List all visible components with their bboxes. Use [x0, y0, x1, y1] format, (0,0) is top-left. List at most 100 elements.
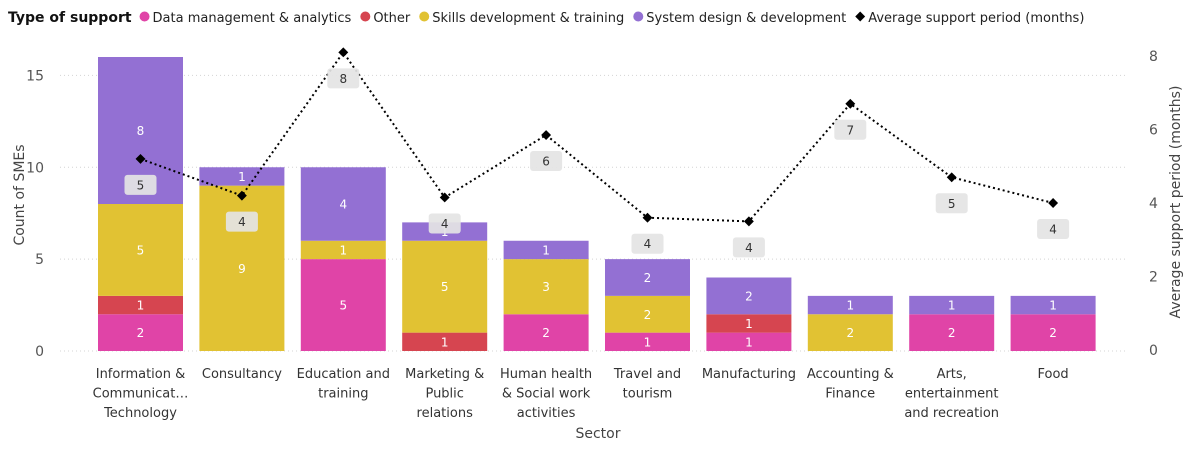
bar-segment — [1010, 295, 1096, 315]
y2-axis-tick-label: 8 — [1149, 49, 1158, 65]
average-label-box — [327, 68, 360, 89]
bar-segment — [503, 240, 589, 260]
x-axis-category-label: & Social work — [502, 387, 591, 402]
x-axis-category-label: Technology — [103, 406, 177, 421]
bar-value-label: 1 — [745, 317, 753, 331]
bar-value-label: 2 — [745, 289, 753, 303]
bar-value-label: 1 — [644, 335, 652, 349]
y-axis-tick-label: 0 — [35, 344, 44, 360]
x-axis-category-label: activities — [517, 406, 576, 421]
bar-value-label: 2 — [644, 271, 652, 285]
bar-value-label: 1 — [238, 170, 246, 184]
legend-marker-circle — [360, 11, 371, 22]
bar-value-label: 4 — [339, 198, 347, 212]
bar-segment — [909, 314, 995, 351]
x-axis-category-label: Marketing & — [405, 367, 484, 382]
average-label-box — [834, 119, 867, 140]
average-point-marker — [946, 172, 957, 183]
x-axis-category-label: Arts, — [937, 367, 967, 382]
bar-segment — [402, 332, 488, 351]
bar-value-label: 2 — [1049, 326, 1057, 340]
legend-item-label: Other — [373, 11, 411, 26]
bar-segment — [807, 295, 893, 315]
x-axis-category-label: Communicat… — [93, 387, 189, 402]
bar-segment — [605, 295, 690, 333]
x-axis-category-label: Finance — [825, 387, 875, 402]
bar-segment — [503, 314, 589, 351]
average-point-marker — [642, 212, 653, 223]
y2-axis-tick-label: 0 — [1149, 343, 1158, 359]
bar-value-label: 2 — [137, 326, 145, 340]
bar-segment — [98, 314, 183, 351]
average-label-box — [631, 233, 664, 254]
bars: 215891514151231122112212121 — [98, 57, 1096, 351]
average-data-label: 4 — [238, 215, 246, 229]
bar-segment — [605, 259, 690, 296]
average-data-label: 4 — [745, 241, 753, 255]
average-point-marker — [541, 130, 552, 140]
bar-value-label: 3 — [542, 280, 550, 294]
bar-value-label: 8 — [137, 124, 145, 138]
bar-value-label: 1 — [441, 335, 449, 349]
bar-segment — [706, 314, 792, 333]
y-axis-tick-label: 10 — [26, 160, 44, 176]
bar-value-label: 1 — [846, 299, 854, 313]
y-axis-title: Count of SMEs — [12, 144, 28, 245]
y2-axis-title: Average support period (months) — [1168, 86, 1184, 319]
bar-segment — [706, 332, 792, 351]
bar-segment — [300, 240, 386, 260]
average-label-box — [1037, 219, 1070, 239]
average-label-box — [225, 211, 258, 232]
x-axis-category-label: training — [318, 387, 368, 402]
average-point-marker — [845, 98, 856, 109]
x-axis-category-label: Information & — [96, 367, 186, 382]
legend-item-label: System design & development — [646, 11, 846, 26]
bar-value-label: 1 — [137, 299, 145, 313]
average-data-label: 7 — [846, 123, 854, 137]
bar-value-label: 1 — [948, 299, 956, 313]
bar-value-label: 2 — [948, 326, 956, 340]
x-axis-category-label: entertainment — [905, 387, 999, 402]
average-label-box — [935, 193, 968, 214]
bar-segment — [706, 277, 792, 315]
x-axis-category-label: and recreation — [904, 406, 999, 421]
average-data-label: 4 — [644, 237, 652, 251]
y2-axis-tick-label: 4 — [1149, 196, 1158, 212]
average-label-box — [124, 174, 157, 195]
legend-marker-circle — [633, 11, 644, 22]
bar-segment — [807, 314, 893, 351]
average-line: 5 4 8 4 6 4 4 7 5 4 — [124, 47, 1070, 258]
x-axis-category-label: Food — [1038, 367, 1069, 382]
bar-segment — [605, 332, 690, 351]
bar-segment — [402, 240, 488, 333]
bar-value-label: 2 — [542, 326, 550, 340]
x-axis-category-label: Public — [425, 387, 463, 402]
average-label-box — [530, 151, 563, 172]
average-point-marker — [338, 47, 349, 58]
legend-item-label: Average support period (months) — [868, 11, 1084, 26]
average-point-marker — [439, 192, 450, 203]
y-axis-tick-label: 5 — [35, 252, 44, 268]
bar-segment — [199, 167, 285, 186]
legend-item-label: Skills development & training — [432, 11, 624, 26]
bar-segment — [1010, 314, 1096, 351]
bar-segment — [909, 295, 995, 315]
bar-value-label: 1 — [1049, 299, 1057, 313]
average-point-marker — [135, 153, 146, 164]
bar-segment — [300, 259, 386, 351]
x-axis-category-label: Travel and — [613, 367, 681, 382]
average-point-marker — [743, 216, 754, 227]
legend-item-label: Data management & analytics — [153, 11, 352, 26]
average-data-label: 5 — [137, 178, 145, 192]
x-axis-title: Sector — [575, 426, 620, 442]
x-axis-category-label: Consultancy — [202, 367, 282, 382]
x-axis-category-label: Human health — [500, 367, 592, 382]
legend-marker-circle — [139, 11, 150, 22]
bar-value-label: 2 — [644, 308, 652, 322]
average-data-label: 6 — [542, 155, 550, 169]
bar-value-label: 2 — [846, 326, 854, 340]
average-line-path — [140, 50, 1054, 223]
